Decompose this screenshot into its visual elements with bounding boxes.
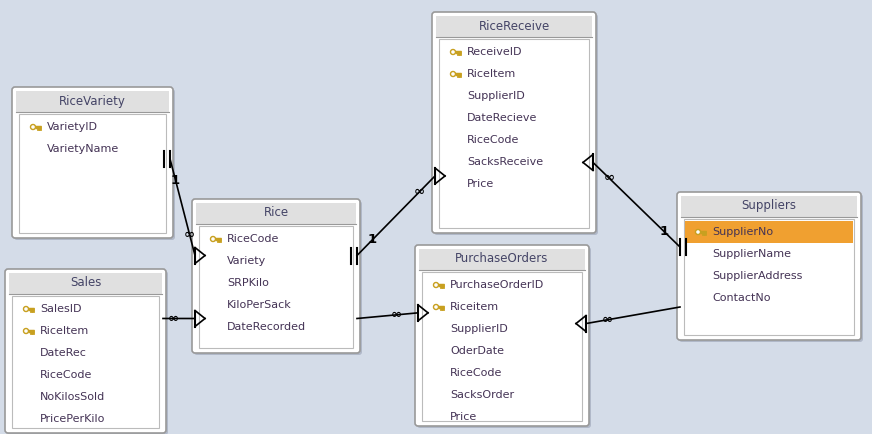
- Text: Price: Price: [467, 179, 494, 189]
- Polygon shape: [696, 230, 700, 234]
- FancyBboxPatch shape: [677, 192, 861, 340]
- Bar: [685, 221, 853, 243]
- Text: SacksOrder: SacksOrder: [450, 390, 514, 400]
- Polygon shape: [452, 73, 454, 75]
- Text: ContactNo: ContactNo: [712, 293, 771, 303]
- Text: RiceVariety: RiceVariety: [59, 95, 126, 108]
- Text: PurchaseOrderID: PurchaseOrderID: [450, 280, 544, 290]
- Text: SacksReceive: SacksReceive: [467, 157, 543, 167]
- Text: SupplierID: SupplierID: [467, 91, 525, 101]
- Text: ∞: ∞: [391, 309, 402, 321]
- Text: SupplierNo: SupplierNo: [712, 227, 773, 237]
- Text: Variety: Variety: [227, 256, 266, 266]
- Polygon shape: [32, 126, 34, 128]
- Text: 1: 1: [368, 233, 377, 246]
- Text: Price: Price: [450, 412, 477, 422]
- Text: SRPKilo: SRPKilo: [227, 278, 269, 288]
- Bar: [9, 273, 162, 295]
- Text: RiceItem: RiceItem: [467, 69, 516, 79]
- Bar: [436, 16, 592, 38]
- Text: DateRecorded: DateRecorded: [227, 322, 306, 332]
- Text: 1: 1: [171, 174, 180, 187]
- Polygon shape: [210, 237, 215, 241]
- FancyBboxPatch shape: [192, 199, 360, 353]
- Text: PurchaseOrders: PurchaseOrders: [455, 253, 548, 266]
- FancyBboxPatch shape: [434, 14, 598, 235]
- Bar: [12, 296, 159, 428]
- Text: RiceReceive: RiceReceive: [479, 20, 549, 33]
- Text: DateRec: DateRec: [40, 348, 87, 358]
- Text: VarietyName: VarietyName: [47, 144, 119, 154]
- Bar: [196, 203, 356, 225]
- Polygon shape: [697, 231, 699, 233]
- Bar: [422, 272, 582, 421]
- Text: RiceCode: RiceCode: [450, 368, 502, 378]
- Text: RiceCode: RiceCode: [227, 234, 279, 244]
- Text: ∞: ∞: [414, 185, 425, 198]
- Text: 1: 1: [659, 225, 669, 238]
- Text: ∞: ∞: [603, 313, 613, 326]
- Bar: [419, 249, 585, 271]
- Text: KiloPerSack: KiloPerSack: [227, 300, 292, 310]
- Polygon shape: [435, 284, 437, 286]
- Text: VarietyID: VarietyID: [47, 122, 98, 132]
- Bar: [19, 114, 166, 233]
- FancyBboxPatch shape: [679, 194, 863, 342]
- Text: SupplierAddress: SupplierAddress: [712, 271, 802, 281]
- Text: Rice: Rice: [263, 207, 289, 220]
- Bar: [16, 91, 169, 113]
- Text: RiceCode: RiceCode: [467, 135, 520, 145]
- Text: SalesID: SalesID: [40, 304, 81, 314]
- Polygon shape: [31, 125, 36, 129]
- Text: OderDate: OderDate: [450, 346, 504, 356]
- Text: SupplierName: SupplierName: [712, 249, 791, 259]
- Bar: [684, 219, 854, 335]
- Text: ∞: ∞: [167, 312, 179, 325]
- Text: SupplierID: SupplierID: [450, 324, 508, 334]
- FancyBboxPatch shape: [12, 87, 173, 238]
- FancyBboxPatch shape: [432, 12, 596, 233]
- Text: ∞: ∞: [184, 228, 195, 241]
- Polygon shape: [435, 306, 437, 308]
- Polygon shape: [25, 308, 27, 310]
- FancyBboxPatch shape: [5, 269, 166, 433]
- Polygon shape: [451, 49, 455, 55]
- FancyBboxPatch shape: [14, 89, 175, 240]
- Text: Sales: Sales: [70, 276, 101, 289]
- Polygon shape: [25, 330, 27, 332]
- Text: RiceCode: RiceCode: [40, 370, 92, 380]
- Polygon shape: [452, 51, 454, 53]
- Polygon shape: [212, 238, 215, 240]
- Polygon shape: [24, 329, 29, 333]
- Bar: [199, 226, 353, 348]
- Text: PricePerKilo: PricePerKilo: [40, 414, 106, 424]
- Polygon shape: [433, 283, 439, 287]
- Text: Suppliers: Suppliers: [741, 200, 796, 213]
- Text: DateRecieve: DateRecieve: [467, 113, 537, 123]
- FancyBboxPatch shape: [417, 247, 591, 428]
- Bar: [439, 39, 589, 228]
- Text: RiceItem: RiceItem: [40, 326, 89, 336]
- Text: NoKilosSold: NoKilosSold: [40, 392, 106, 402]
- Text: ∞: ∞: [603, 171, 614, 184]
- FancyBboxPatch shape: [415, 245, 589, 426]
- Bar: [681, 196, 857, 218]
- Polygon shape: [433, 305, 439, 309]
- Text: ReceiveID: ReceiveID: [467, 47, 522, 57]
- Polygon shape: [24, 306, 29, 312]
- Polygon shape: [451, 72, 455, 76]
- FancyBboxPatch shape: [7, 271, 168, 434]
- FancyBboxPatch shape: [194, 201, 362, 355]
- Text: Riceitem: Riceitem: [450, 302, 499, 312]
